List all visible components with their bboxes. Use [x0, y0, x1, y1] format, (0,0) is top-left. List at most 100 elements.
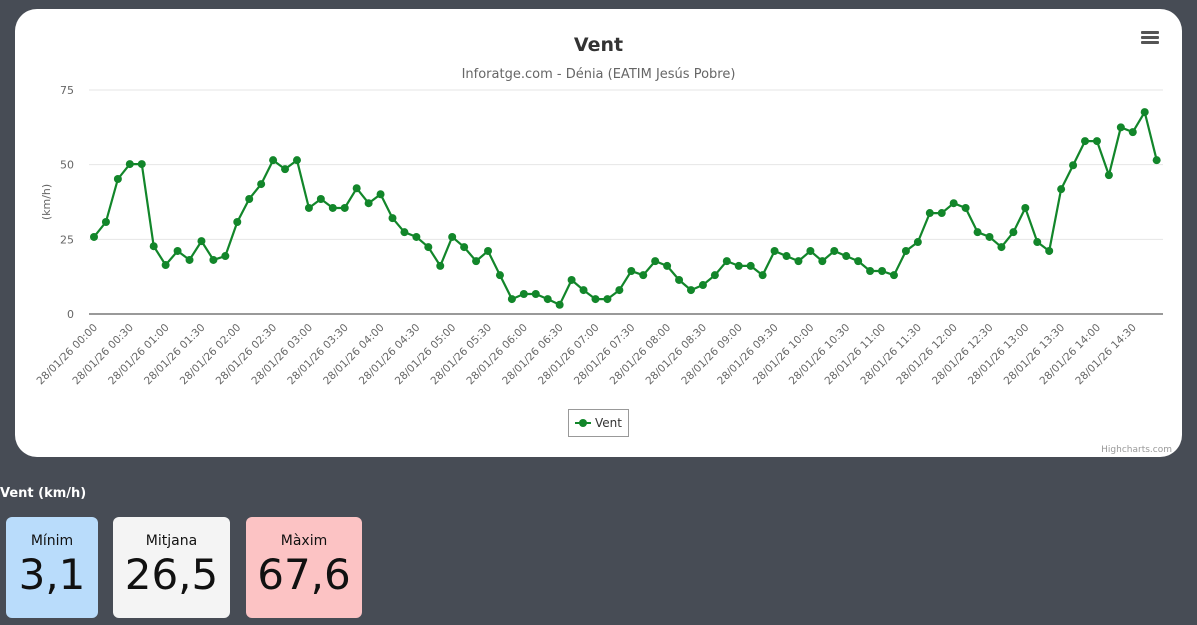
data-point-marker[interactable]: [1069, 161, 1078, 170]
data-point-marker[interactable]: [245, 195, 254, 204]
data-point-marker[interactable]: [603, 295, 612, 304]
data-point-marker[interactable]: [531, 289, 540, 298]
data-point-marker[interactable]: [185, 255, 194, 264]
data-point-marker[interactable]: [687, 286, 695, 295]
data-point-marker[interactable]: [878, 266, 887, 275]
data-point-marker[interactable]: [1092, 137, 1101, 146]
data-point-marker[interactable]: [997, 243, 1006, 252]
data-point-marker[interactable]: [1152, 156, 1161, 165]
data-point-marker[interactable]: [698, 281, 707, 290]
data-point-marker[interactable]: [1033, 238, 1042, 247]
data-point-marker[interactable]: [460, 243, 469, 252]
data-point-marker[interactable]: [985, 232, 994, 241]
x-tick-label: 28/01/26 09:00: [679, 322, 745, 388]
data-point-marker[interactable]: [830, 246, 839, 255]
data-point-marker[interactable]: [161, 261, 170, 270]
data-point-marker[interactable]: [340, 203, 349, 212]
data-point-marker[interactable]: [292, 156, 301, 165]
data-point-marker[interactable]: [758, 271, 767, 280]
data-point-marker[interactable]: [555, 300, 564, 309]
data-point-marker[interactable]: [436, 261, 445, 270]
data-point-marker[interactable]: [782, 252, 791, 261]
data-point-marker[interactable]: [388, 214, 397, 223]
data-point-marker[interactable]: [818, 257, 827, 266]
data-point-marker[interactable]: [663, 261, 672, 270]
data-point-marker[interactable]: [866, 266, 875, 275]
data-point-marker[interactable]: [901, 246, 910, 255]
data-point-marker[interactable]: [1128, 128, 1137, 137]
data-point-marker[interactable]: [1009, 228, 1018, 237]
data-point-marker[interactable]: [579, 286, 588, 295]
data-point-marker[interactable]: [567, 275, 576, 284]
data-point-marker[interactable]: [770, 246, 779, 255]
data-point-marker[interactable]: [925, 209, 934, 218]
legend-item-vent[interactable]: Vent: [568, 409, 629, 437]
data-point-marker[interactable]: [1104, 171, 1113, 180]
data-point-marker[interactable]: [101, 218, 110, 227]
data-point-marker[interactable]: [221, 252, 230, 261]
data-point-marker[interactable]: [627, 266, 636, 275]
data-point-marker[interactable]: [173, 246, 182, 255]
data-point-marker[interactable]: [233, 218, 242, 227]
data-point-marker[interactable]: [639, 271, 648, 280]
data-point-marker[interactable]: [519, 289, 528, 298]
data-point-marker[interactable]: [424, 243, 433, 252]
data-point-marker[interactable]: [328, 203, 337, 212]
data-point-marker[interactable]: [806, 246, 815, 255]
data-point-marker[interactable]: [854, 257, 863, 266]
data-point-marker[interactable]: [209, 255, 218, 264]
data-point-marker[interactable]: [1045, 246, 1054, 255]
data-point-marker[interactable]: [448, 232, 457, 241]
data-point-marker[interactable]: [507, 295, 516, 304]
data-point-marker[interactable]: [400, 228, 409, 237]
data-point-marker[interactable]: [794, 257, 803, 266]
data-point-marker[interactable]: [197, 237, 206, 246]
data-point-marker[interactable]: [269, 156, 278, 165]
data-point-marker[interactable]: [352, 184, 361, 193]
data-point-marker[interactable]: [364, 199, 373, 208]
data-point-marker[interactable]: [615, 286, 624, 295]
legend-line-marker-icon: [575, 419, 591, 427]
x-tick-label: 28/01/26 10:00: [751, 322, 817, 388]
data-point-marker[interactable]: [484, 246, 493, 255]
data-point-marker[interactable]: [746, 261, 755, 270]
data-point-marker[interactable]: [316, 195, 325, 204]
data-point-marker[interactable]: [543, 295, 552, 304]
x-tick-label: 28/01/26 01:30: [142, 322, 208, 388]
data-point-marker[interactable]: [949, 199, 958, 208]
data-point-marker[interactable]: [734, 261, 743, 270]
data-point-marker[interactable]: [257, 180, 266, 189]
y-tick-label: 25: [60, 233, 74, 246]
data-point-marker[interactable]: [889, 271, 898, 280]
data-point-marker[interactable]: [1140, 108, 1149, 117]
data-point-marker[interactable]: [113, 175, 122, 184]
data-point-marker[interactable]: [937, 209, 946, 218]
hamburger-menu-icon[interactable]: [1141, 31, 1159, 45]
data-point-marker[interactable]: [591, 295, 600, 304]
credits-link[interactable]: Highcharts.com: [1101, 445, 1172, 455]
data-point-marker[interactable]: [304, 203, 313, 212]
data-point-marker[interactable]: [1081, 137, 1090, 146]
data-point-marker[interactable]: [376, 190, 385, 199]
data-point-marker[interactable]: [137, 160, 146, 169]
data-point-marker[interactable]: [913, 238, 922, 247]
x-tick-label: 28/01/26 07:30: [572, 322, 638, 388]
data-point-marker[interactable]: [675, 275, 684, 284]
data-point-marker[interactable]: [1116, 123, 1125, 132]
data-point-marker[interactable]: [710, 271, 719, 280]
data-point-marker[interactable]: [149, 242, 158, 251]
data-point-marker[interactable]: [90, 232, 98, 241]
data-point-marker[interactable]: [961, 203, 970, 212]
data-point-marker[interactable]: [412, 232, 421, 241]
x-tick-label: 28/01/26 08:00: [608, 322, 674, 388]
data-point-marker[interactable]: [472, 257, 481, 266]
data-point-marker[interactable]: [722, 257, 731, 266]
data-point-marker[interactable]: [842, 252, 851, 261]
data-point-marker[interactable]: [651, 257, 660, 266]
data-point-marker[interactable]: [281, 165, 290, 174]
data-point-marker[interactable]: [1057, 185, 1066, 194]
data-point-marker[interactable]: [495, 271, 504, 280]
data-point-marker[interactable]: [1021, 203, 1030, 212]
data-point-marker[interactable]: [125, 160, 134, 169]
data-point-marker[interactable]: [973, 228, 982, 237]
